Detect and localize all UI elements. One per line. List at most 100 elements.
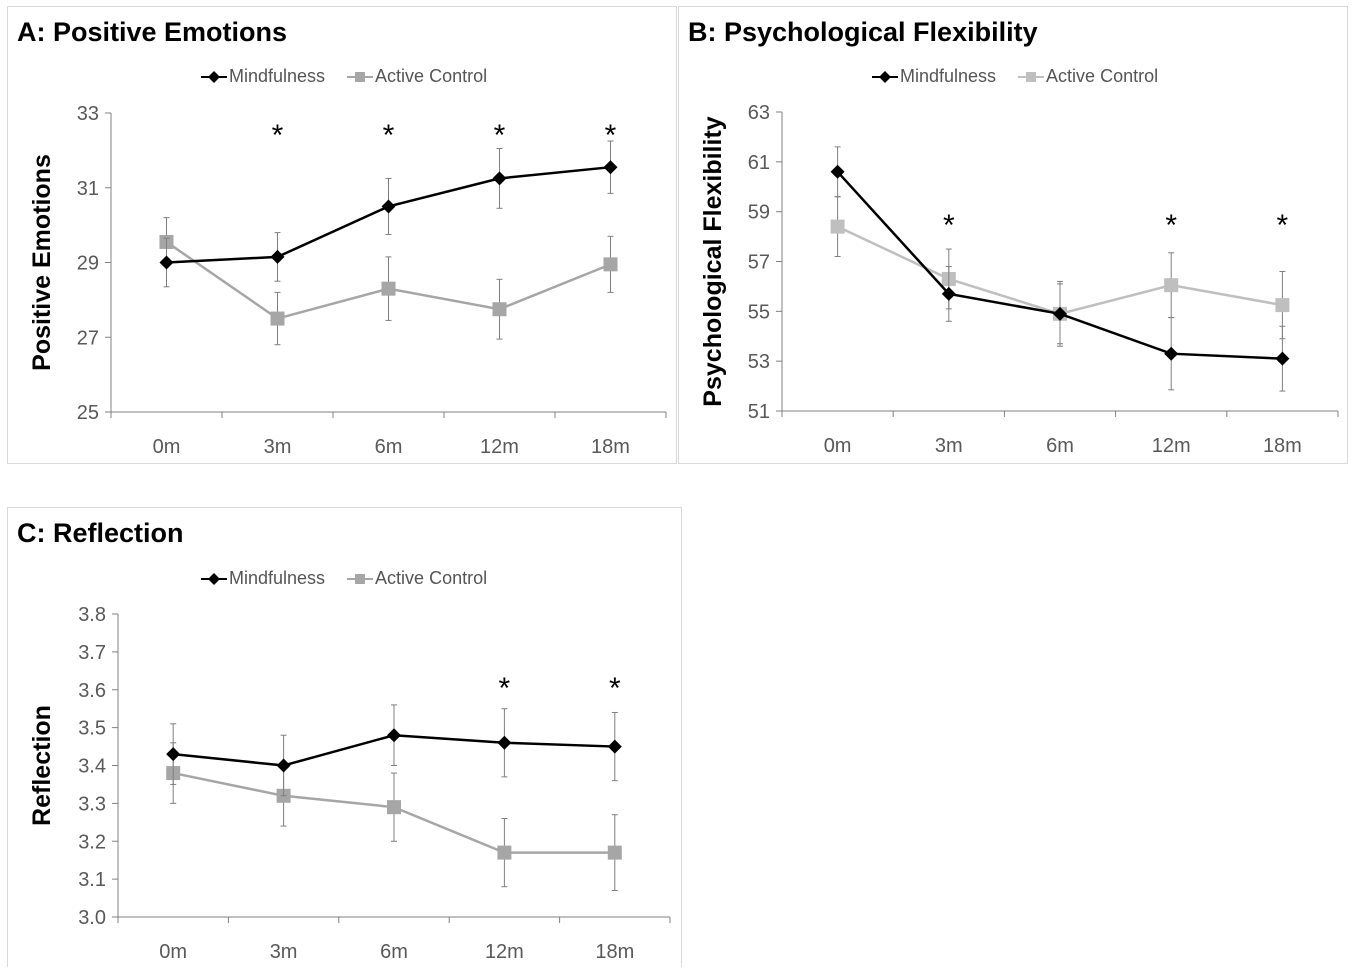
data-point-square xyxy=(607,845,622,860)
data-point-diamond xyxy=(607,739,622,754)
data-point-diamond xyxy=(492,171,507,186)
y-tick-label: 3.6 xyxy=(78,680,106,702)
data-point-square xyxy=(387,800,401,815)
y-tick-label: 3.3 xyxy=(78,793,106,815)
chart-legend: Mindfulness Active Control xyxy=(201,66,509,87)
square-marker-icon xyxy=(347,70,374,84)
y-tick-label: 59 xyxy=(748,202,770,224)
y-tick-label: 3.5 xyxy=(78,718,106,740)
data-point-diamond xyxy=(381,199,396,214)
y-axis-label: Reflection xyxy=(28,705,56,826)
x-tick-label: 18m xyxy=(591,436,630,458)
data-point-square xyxy=(603,257,618,272)
data-point-square xyxy=(492,302,507,317)
x-tick-label: 3m xyxy=(264,436,292,458)
legend-label: Active Control xyxy=(375,66,488,86)
significance-asterisk: * xyxy=(383,119,395,152)
data-point-diamond xyxy=(387,728,401,743)
square-marker-icon xyxy=(1018,70,1045,84)
square-marker-icon xyxy=(347,572,374,586)
y-tick-label: 29 xyxy=(77,253,99,275)
data-point-diamond xyxy=(941,286,956,301)
x-tick-label: 0m xyxy=(824,435,852,457)
legend-item-active-control: Active Control xyxy=(1018,66,1158,87)
data-point-diamond xyxy=(603,160,618,175)
legend-item-active-control: Active Control xyxy=(347,568,487,589)
significance-asterisk: * xyxy=(494,119,506,152)
diamond-marker-icon xyxy=(201,572,227,586)
chart-panel-positive-emotions: A: Positive Emotions Mindfulness Active … xyxy=(7,6,677,464)
chart-title: C: Reflection xyxy=(17,518,184,548)
y-tick-label: 3.1 xyxy=(78,869,106,891)
y-tick-label: 57 xyxy=(748,252,770,274)
line-chart-psychological-flexibility: 51 53 55 57 59 61 63 0m 3m 6m 12m 18m Psychological … xyxy=(699,102,1339,457)
significance-asterisk: * xyxy=(1277,209,1289,242)
y-axis-label: Positive Emotions xyxy=(28,154,56,371)
chart-title: B: Psychological Flexibility xyxy=(688,17,1038,47)
y-tick-label: 63 xyxy=(748,102,770,124)
significance-asterisk: * xyxy=(499,672,511,705)
line-chart-positive-emotions: 25 27 29 31 33 0m 3m 6m 12m 18m Positive Emotions *… xyxy=(28,103,667,458)
y-tick-label: 3.8 xyxy=(78,604,106,626)
data-point-diamond xyxy=(1053,306,1067,321)
legend-label: Mindfulness xyxy=(900,66,997,86)
data-point-diamond xyxy=(497,735,512,750)
y-tick-label: 51 xyxy=(748,401,770,423)
y-tick-label: 61 xyxy=(748,152,770,174)
data-point-diamond xyxy=(166,747,181,762)
data-point-diamond xyxy=(270,249,285,264)
line-chart-reflection: 3.0 3.1 3.2 3.3 3.4 3.5 3.6 3.7 3.8 0m 3m 6m 12m 18m R… xyxy=(28,604,671,963)
data-point-diamond xyxy=(830,164,845,179)
x-tick-label: 18m xyxy=(1263,435,1302,457)
x-tick-label: 12m xyxy=(480,436,519,458)
y-tick-label: 31 xyxy=(77,178,99,200)
y-tick-label: 25 xyxy=(77,402,99,424)
legend-item-mindfulness: Mindfulness xyxy=(201,66,325,87)
data-point-square xyxy=(497,845,512,860)
y-tick-label: 3.2 xyxy=(78,831,106,853)
data-point-diamond xyxy=(159,255,174,270)
y-tick-label: 53 xyxy=(748,351,770,373)
data-point-diamond xyxy=(276,758,291,773)
x-tick-label: 6m xyxy=(1046,435,1074,457)
significance-asterisk: * xyxy=(943,209,955,242)
legend-label: Mindfulness xyxy=(229,66,326,86)
legend-item-active-control: Active Control xyxy=(347,66,487,87)
y-tick-label: 33 xyxy=(77,103,99,125)
x-tick-label: 3m xyxy=(270,941,298,963)
data-point-square xyxy=(830,219,845,234)
y-axis-label: Psychological Flexibility xyxy=(699,116,727,406)
data-point-square xyxy=(381,281,396,296)
data-point-diamond xyxy=(1164,346,1179,361)
significance-asterisk: * xyxy=(1165,209,1177,242)
y-tick-label: 3.4 xyxy=(78,756,106,778)
legend-label: Active Control xyxy=(375,568,488,588)
chart-panel-psychological-flexibility: B: Psychological Flexibility Mindfulness… xyxy=(678,6,1348,464)
x-tick-label: 0m xyxy=(159,941,187,963)
data-point-square xyxy=(1275,298,1290,313)
legend-label: Mindfulness xyxy=(229,568,326,588)
y-tick-label: 55 xyxy=(748,301,770,323)
legend-item-mindfulness: Mindfulness xyxy=(872,66,996,87)
data-point-square xyxy=(1164,278,1179,293)
significance-asterisk: * xyxy=(609,672,621,705)
legend-item-mindfulness: Mindfulness xyxy=(201,568,325,589)
x-tick-label: 6m xyxy=(380,941,408,963)
data-point-diamond xyxy=(1275,351,1290,366)
y-tick-label: 3.7 xyxy=(78,642,106,664)
x-tick-label: 12m xyxy=(1152,435,1191,457)
significance-asterisk: * xyxy=(272,119,284,152)
chart-legend: Mindfulness Active Control xyxy=(872,66,1180,87)
data-point-square xyxy=(270,311,285,326)
x-tick-label: 12m xyxy=(485,941,524,963)
y-tick-label: 3.0 xyxy=(78,907,106,929)
chart-panel-reflection: C: Reflection Mindfulness Active Control… xyxy=(7,507,682,967)
chart-legend: Mindfulness Active Control xyxy=(201,568,509,589)
diamond-marker-icon xyxy=(201,70,227,84)
diamond-marker-icon xyxy=(872,70,898,84)
x-tick-label: 6m xyxy=(375,436,403,458)
x-tick-label: 18m xyxy=(595,941,634,963)
y-tick-label: 27 xyxy=(77,327,99,349)
chart-title: A: Positive Emotions xyxy=(17,17,288,47)
x-tick-label: 3m xyxy=(935,435,963,457)
